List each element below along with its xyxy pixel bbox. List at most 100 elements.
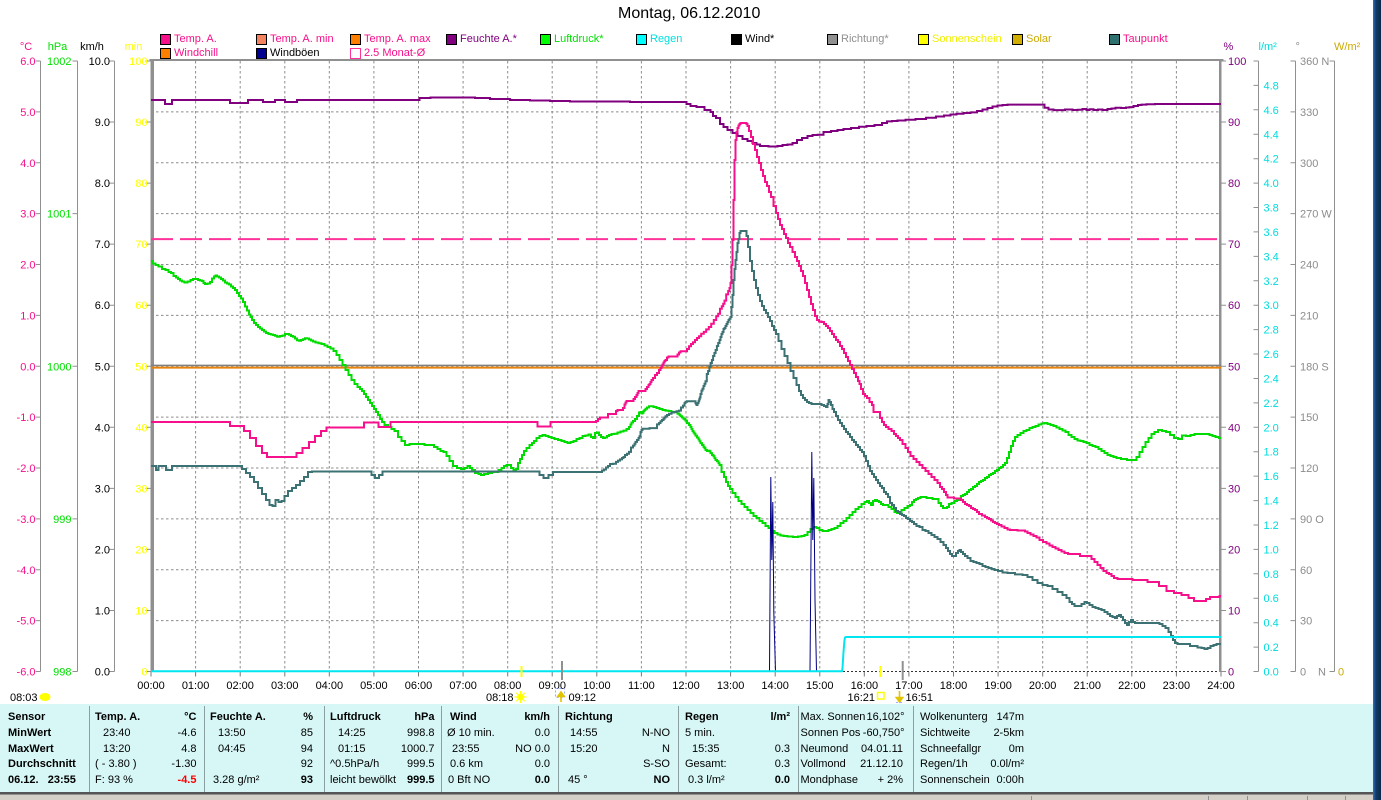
svg-text:1.8: 1.8 bbox=[1264, 447, 1279, 459]
svg-text:08:18: 08:18 bbox=[486, 692, 514, 704]
svg-text:20: 20 bbox=[1228, 544, 1240, 556]
svg-text:13:00: 13:00 bbox=[717, 680, 745, 692]
svg-text:30: 30 bbox=[1228, 483, 1240, 495]
svg-text:01:00: 01:00 bbox=[182, 680, 210, 692]
svg-text:90: 90 bbox=[1228, 117, 1240, 129]
svg-text:08:03: 08:03 bbox=[10, 692, 38, 704]
svg-text:min: min bbox=[125, 41, 143, 53]
svg-text:150: 150 bbox=[1300, 412, 1318, 424]
svg-text:6.0: 6.0 bbox=[20, 56, 35, 68]
svg-text:120: 120 bbox=[1300, 463, 1318, 475]
svg-text:60: 60 bbox=[135, 300, 147, 312]
svg-text:30: 30 bbox=[135, 483, 147, 495]
svg-text:km/h: km/h bbox=[80, 41, 104, 53]
svg-text:-1.0: -1.0 bbox=[17, 412, 36, 424]
svg-text:05:00: 05:00 bbox=[360, 680, 388, 692]
svg-text:5.0: 5.0 bbox=[95, 361, 110, 373]
svg-text:22:00: 22:00 bbox=[1118, 680, 1146, 692]
svg-text:20: 20 bbox=[135, 544, 147, 556]
svg-text:3.4: 3.4 bbox=[1264, 251, 1279, 263]
svg-text:-2.0: -2.0 bbox=[17, 463, 36, 475]
svg-text:50: 50 bbox=[1228, 361, 1240, 373]
svg-text:11:00: 11:00 bbox=[628, 680, 655, 692]
svg-text:l/m²: l/m² bbox=[1259, 41, 1278, 53]
svg-text:16:51: 16:51 bbox=[906, 692, 934, 704]
svg-text:1.0: 1.0 bbox=[1264, 544, 1279, 556]
svg-text:09:12: 09:12 bbox=[569, 692, 597, 704]
svg-text:3.6: 3.6 bbox=[1264, 227, 1279, 239]
svg-text:9.0: 9.0 bbox=[95, 117, 110, 129]
svg-text:1.4: 1.4 bbox=[1264, 496, 1279, 508]
svg-text:0.0: 0.0 bbox=[20, 361, 35, 373]
svg-text:-3.0: -3.0 bbox=[17, 514, 36, 526]
svg-text:1002: 1002 bbox=[47, 56, 71, 68]
svg-text:60: 60 bbox=[1300, 565, 1312, 577]
svg-text:40: 40 bbox=[135, 422, 147, 434]
svg-text:0.2: 0.2 bbox=[1264, 642, 1279, 654]
svg-text:2.0: 2.0 bbox=[20, 260, 35, 272]
svg-text:70: 70 bbox=[135, 239, 147, 251]
svg-text:0: 0 bbox=[1338, 667, 1344, 679]
svg-text:20:00: 20:00 bbox=[1029, 680, 1057, 692]
svg-text:18:00: 18:00 bbox=[940, 680, 968, 692]
svg-text:0: 0 bbox=[1300, 667, 1306, 679]
svg-text:2.0: 2.0 bbox=[95, 544, 110, 556]
svg-text:09:00: 09:00 bbox=[538, 680, 566, 692]
svg-text:hPa: hPa bbox=[48, 41, 68, 53]
svg-text:998: 998 bbox=[53, 667, 71, 679]
svg-text:2.0: 2.0 bbox=[1264, 422, 1279, 434]
svg-text:100: 100 bbox=[129, 56, 147, 68]
svg-text:07:00: 07:00 bbox=[449, 680, 477, 692]
svg-text:10: 10 bbox=[1228, 605, 1240, 617]
svg-text:15:00: 15:00 bbox=[806, 680, 834, 692]
svg-text:999: 999 bbox=[53, 514, 71, 526]
svg-text:3.0: 3.0 bbox=[95, 483, 110, 495]
svg-text:180 S: 180 S bbox=[1300, 361, 1329, 373]
svg-text:10.0: 10.0 bbox=[89, 56, 110, 68]
svg-text:210: 210 bbox=[1300, 310, 1318, 322]
svg-text:80: 80 bbox=[135, 178, 147, 190]
svg-text:%: % bbox=[1224, 41, 1234, 53]
svg-text:0: 0 bbox=[141, 667, 147, 679]
svg-text:24:00: 24:00 bbox=[1207, 680, 1235, 692]
svg-text:0: 0 bbox=[1228, 667, 1234, 679]
svg-text:50: 50 bbox=[135, 361, 147, 373]
svg-text:10: 10 bbox=[135, 605, 147, 617]
svg-text:3.2: 3.2 bbox=[1264, 276, 1279, 288]
svg-text:4.8: 4.8 bbox=[1264, 80, 1279, 92]
svg-text:03:00: 03:00 bbox=[271, 680, 299, 692]
svg-text:270 W: 270 W bbox=[1300, 209, 1332, 221]
svg-text:1.0: 1.0 bbox=[20, 310, 35, 322]
svg-text:17:00: 17:00 bbox=[895, 680, 923, 692]
svg-text:16:00: 16:00 bbox=[851, 680, 879, 692]
svg-text:2.6: 2.6 bbox=[1264, 349, 1279, 361]
svg-text:1001: 1001 bbox=[47, 209, 71, 221]
svg-text:8.0: 8.0 bbox=[95, 178, 110, 190]
svg-text:12:00: 12:00 bbox=[672, 680, 700, 692]
svg-text:6.0: 6.0 bbox=[95, 300, 110, 312]
svg-text:90: 90 bbox=[135, 117, 147, 129]
svg-text:4.0: 4.0 bbox=[95, 422, 110, 434]
svg-text:40: 40 bbox=[1228, 422, 1240, 434]
svg-text:16:21: 16:21 bbox=[848, 692, 876, 704]
svg-text:2.4: 2.4 bbox=[1264, 373, 1279, 385]
svg-text:19:00: 19:00 bbox=[984, 680, 1012, 692]
svg-text:10:00: 10:00 bbox=[583, 680, 611, 692]
svg-text:2.2: 2.2 bbox=[1264, 398, 1279, 410]
svg-text:00:00: 00:00 bbox=[137, 680, 165, 692]
svg-text:°C: °C bbox=[20, 41, 32, 53]
svg-text:3.0: 3.0 bbox=[1264, 300, 1279, 312]
svg-text:0.4: 0.4 bbox=[1264, 618, 1279, 630]
svg-text:0.0: 0.0 bbox=[95, 667, 110, 679]
svg-text:3.8: 3.8 bbox=[1264, 203, 1279, 215]
svg-text:-4.0: -4.0 bbox=[17, 565, 36, 577]
svg-text:100: 100 bbox=[1228, 56, 1246, 68]
svg-text:30: 30 bbox=[1300, 616, 1312, 628]
svg-text:06:00: 06:00 bbox=[405, 680, 433, 692]
svg-text:21:00: 21:00 bbox=[1073, 680, 1101, 692]
svg-text:5.0: 5.0 bbox=[20, 107, 35, 119]
svg-text:N: N bbox=[1318, 667, 1326, 679]
svg-text:-5.0: -5.0 bbox=[17, 616, 36, 628]
svg-text:4.4: 4.4 bbox=[1264, 129, 1279, 141]
svg-text:240: 240 bbox=[1300, 260, 1318, 272]
